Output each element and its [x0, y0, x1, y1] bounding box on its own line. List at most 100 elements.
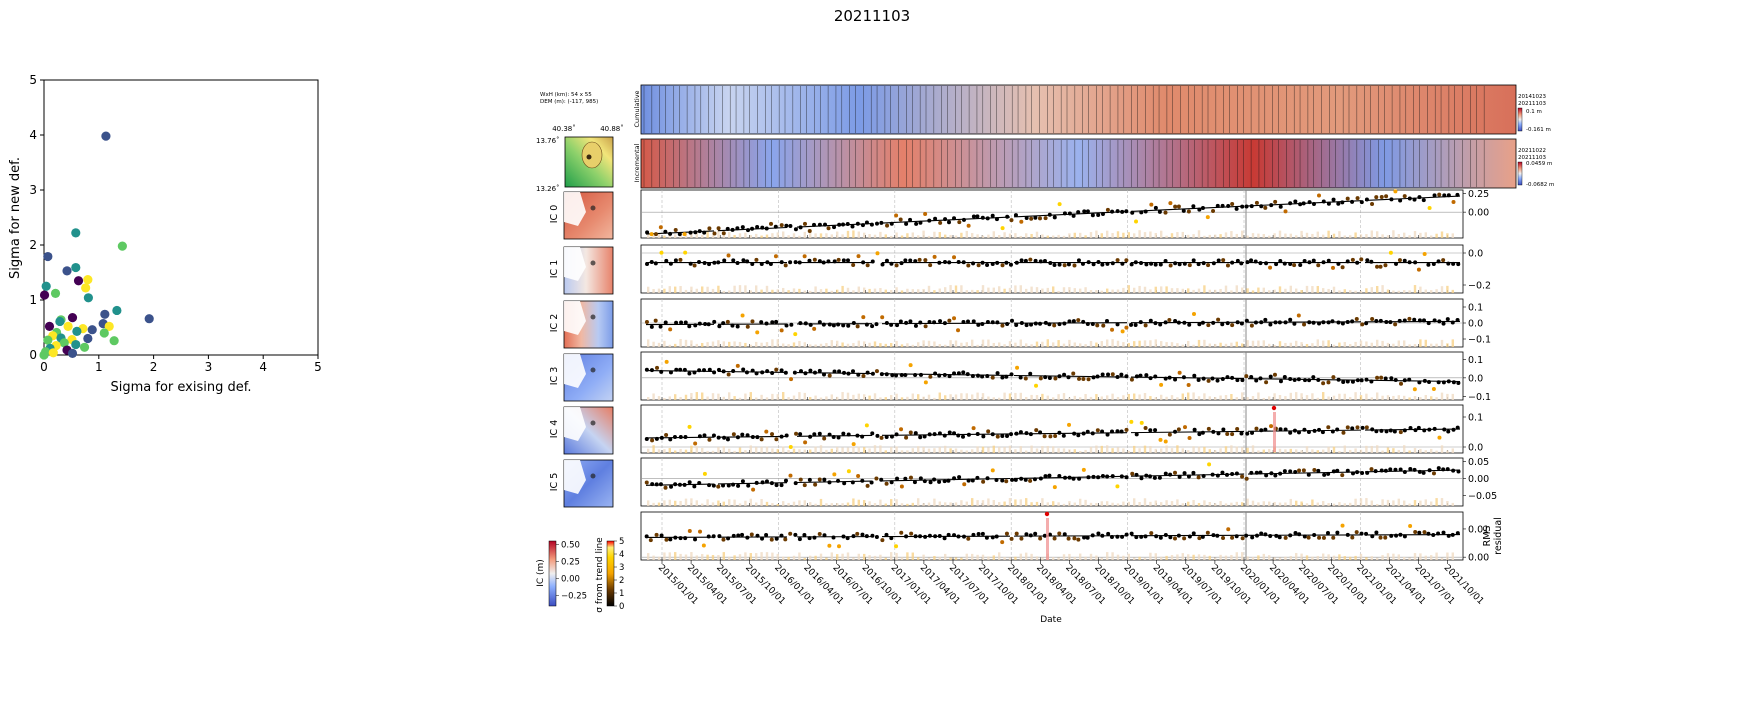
residual-bar	[1197, 446, 1201, 453]
ic-data-point	[1321, 535, 1326, 540]
ic-data-point	[740, 313, 745, 318]
residual-bar	[1349, 290, 1352, 293]
residual-bar	[1224, 395, 1228, 400]
residual-bar	[652, 445, 655, 453]
ic-data-point	[1254, 470, 1259, 475]
residual-bar	[954, 502, 958, 506]
ic-data-point	[1024, 532, 1029, 537]
ic-data-point	[1015, 365, 1020, 370]
ic-data-point	[1100, 429, 1105, 434]
residual-bar	[1359, 498, 1363, 506]
ic-data-point	[668, 370, 673, 375]
ic-data-point	[693, 441, 698, 446]
ic-data-point	[1393, 467, 1398, 472]
residual-bar	[792, 448, 796, 453]
residual-bar	[836, 340, 839, 347]
residual-bar	[738, 554, 742, 560]
ic-data-point	[1431, 262, 1436, 267]
ic-data-point	[898, 319, 903, 324]
incremental-date2: 20211103	[1518, 155, 1546, 161]
residual-bar	[949, 394, 952, 400]
residual-bar	[1068, 233, 1071, 238]
residual-bar	[684, 289, 688, 293]
ic-data-point	[1225, 375, 1230, 380]
ic-data-point	[1350, 535, 1355, 540]
residual-bar	[1046, 339, 1049, 347]
residual-bar	[798, 552, 801, 560]
residual-bar	[1235, 446, 1238, 453]
ic-data-point	[1057, 322, 1062, 327]
ic-data-point	[754, 371, 759, 376]
ic-data-point	[817, 477, 822, 482]
ic-data-point	[779, 260, 784, 265]
residual-bar	[814, 286, 817, 293]
sigma-cb-tick-label: 1	[619, 589, 624, 599]
residual-bar	[868, 234, 871, 238]
residual-bar	[976, 392, 979, 400]
ic-data-point	[1173, 377, 1178, 382]
ic-data-point	[1167, 375, 1172, 380]
residual-bar	[1246, 396, 1249, 400]
ic-data-point	[1364, 377, 1369, 382]
residual-bar	[1386, 342, 1390, 347]
y-tick-label: 4	[29, 128, 37, 142]
residual-bar	[1316, 555, 1319, 560]
ic-data-point	[770, 432, 775, 437]
residual-bar	[1440, 392, 1444, 400]
residual-bar	[1084, 287, 1087, 293]
ic-data-point	[1456, 469, 1461, 474]
ic-data-point	[946, 532, 951, 537]
ic-data-point	[1388, 250, 1393, 255]
ic-data-point	[1130, 210, 1135, 215]
residual-bar	[1079, 498, 1082, 506]
ic-data-point	[1042, 258, 1047, 263]
ic-data-point	[1278, 204, 1283, 209]
residual-bar	[1262, 397, 1265, 400]
ic-data-point	[899, 530, 904, 535]
ic-data-point	[1326, 201, 1331, 206]
ic-data-point	[803, 440, 808, 445]
x-tick-label: 3	[205, 360, 213, 374]
ic-data-point	[802, 221, 807, 226]
ic-data-point	[1173, 318, 1178, 323]
residual-bar	[1446, 343, 1449, 347]
ic-data-point	[1263, 317, 1268, 322]
residual-bar	[992, 342, 995, 347]
ic-data-point	[1446, 193, 1451, 198]
residual-bar	[1343, 393, 1346, 400]
residual-bar	[1030, 445, 1033, 453]
residual-bar	[992, 555, 995, 560]
ic-data-point	[807, 536, 812, 541]
residual-bar	[1440, 286, 1444, 293]
ic-data-point	[759, 261, 764, 266]
residual-bar	[798, 340, 801, 347]
ic-data-point	[1053, 376, 1058, 381]
ic-data-point	[1085, 429, 1090, 434]
residual-bar	[1251, 290, 1255, 293]
ic-data-point	[1124, 258, 1129, 263]
ic-data-point	[860, 478, 865, 483]
ic-data-point	[1345, 196, 1350, 201]
ic-data-point	[1250, 430, 1255, 435]
ic-data-point	[851, 321, 856, 326]
ic-data-point	[1378, 264, 1383, 269]
residual-bar	[1219, 395, 1222, 400]
ic-data-point	[1393, 189, 1398, 194]
residual-bar	[695, 392, 698, 400]
residual-bar	[1208, 396, 1211, 400]
residual-bar	[760, 342, 763, 347]
ic-data-point	[1288, 317, 1293, 322]
ic-data-point	[1124, 374, 1129, 379]
residual-bar	[1397, 498, 1400, 506]
ic-data-point	[1196, 475, 1201, 480]
ic-data-point	[1292, 428, 1297, 433]
ic-data-point	[735, 260, 740, 265]
residual-bar	[938, 344, 941, 347]
residual-bar	[1413, 396, 1417, 400]
residual-bar	[776, 503, 779, 506]
ic-data-point	[1364, 197, 1369, 202]
residual-bar	[1160, 502, 1163, 506]
ic-data-point	[1408, 426, 1413, 431]
ic-data-point	[770, 320, 775, 325]
residual-bar	[922, 554, 925, 560]
